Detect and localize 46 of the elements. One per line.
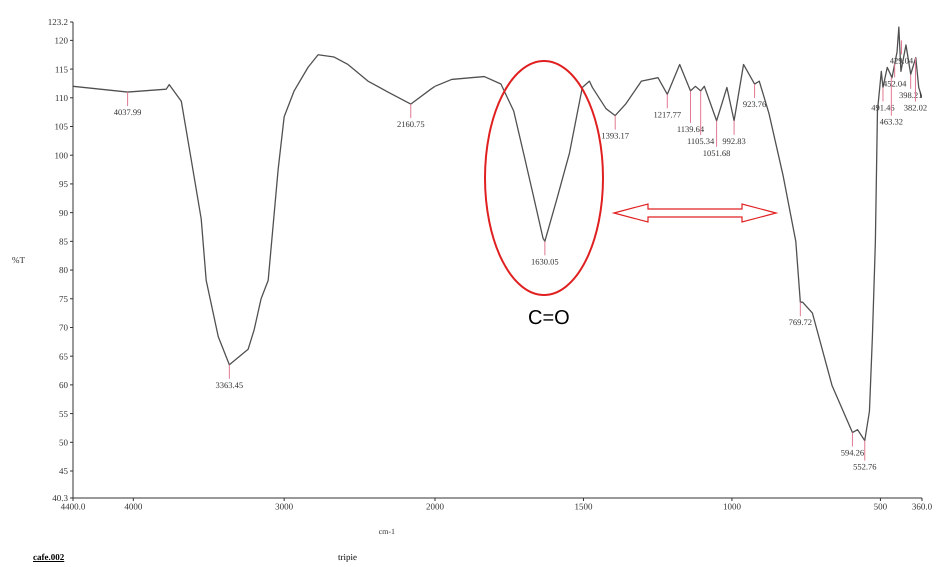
y-tick-label: 75 [59,294,68,304]
x-tick-label: 3000 [275,501,294,512]
x-axis-title: cm-1 [378,527,395,536]
x-tick-label: 1000 [722,501,742,512]
annotation: 4037.99 [114,107,142,118]
y-tick-label: 123.2 [48,17,68,28]
y-tick-label: 90 [59,208,68,218]
y-tick-label: 95 [59,179,68,190]
text: cafe.002 [33,552,64,562]
annotation: 923.76 [742,99,766,110]
annotation: 552.76 [853,462,876,472]
y-tick-label: 105 [54,122,68,132]
annotation: 992.83 [722,136,746,146]
annotation: 1105.34 [687,136,716,146]
annotation: C=O [528,307,570,329]
y-tick-label: 120 [54,36,68,46]
x-tick-label: 360.0 [912,501,933,512]
annotation: 1217.77 [653,109,682,120]
x-tick-label: 2000 [426,501,444,512]
annotation: 769.72 [788,317,812,328]
y-tick-label: 115 [54,64,68,74]
annotation: 1393.17 [601,130,630,141]
y-tick-label: 80 [59,265,68,276]
y-tick-label: 70 [59,322,68,333]
y-tick-label: 85 [59,236,68,247]
y-tick-label: 110 [54,92,68,103]
x-tick-label: 500 [874,501,888,512]
y-axis-title: %T [12,255,26,266]
annotation: 382.02 [904,102,928,113]
y-tick-label: 60 [59,380,68,390]
annotation: 463.32 [880,116,904,127]
y-tick-label: 50 [59,438,68,448]
annotation: 3363.45 [216,380,244,390]
y-tick-label: 45 [59,466,68,476]
annotation: 594.26 [840,448,864,458]
annotation: 1051.68 [702,148,730,158]
y-tick-label: 55 [59,408,68,419]
x-tick-label: 1500 [574,501,593,512]
x-tick-label: 4000 [124,501,143,512]
x-tick-label: 4400.0 [60,501,86,512]
annotation: 1630.05 [531,256,559,266]
text: tripie [338,552,357,562]
y-tick-label: 100 [54,150,68,160]
annotation: 2160.75 [396,119,425,130]
y-tick-label: 65 [59,351,68,362]
y-tick-label: 40.3 [52,493,68,504]
